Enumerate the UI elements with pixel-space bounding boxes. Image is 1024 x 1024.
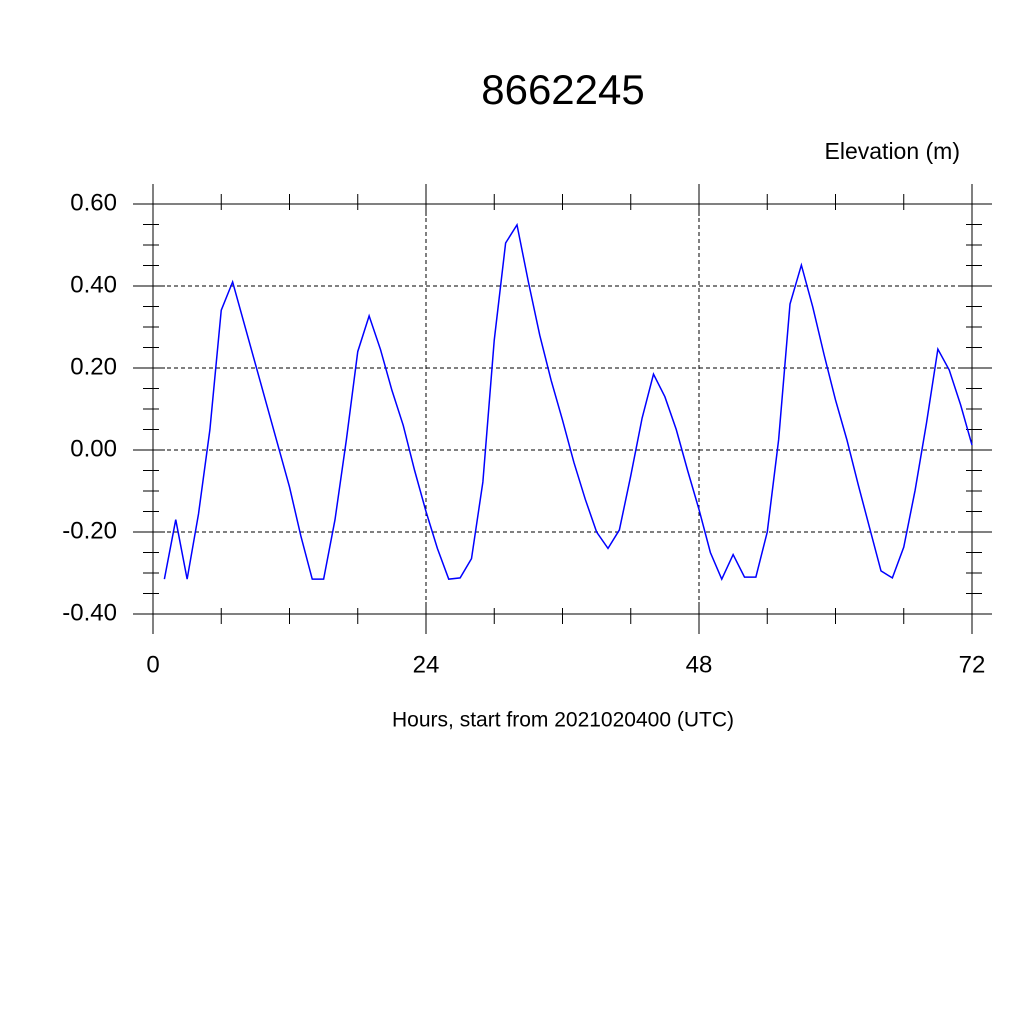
y-tick-label: 0.60 — [70, 189, 117, 216]
x-tick-label: 48 — [686, 651, 713, 678]
y-tick-label: -0.20 — [62, 517, 117, 544]
x-tick-label: 0 — [146, 651, 159, 678]
x-tick-label: 72 — [959, 651, 986, 678]
chart-title: 8662245 — [481, 66, 645, 113]
y-axis-label: Elevation (m) — [825, 138, 960, 164]
y-tick-label: 0.20 — [70, 353, 117, 380]
x-tick-label: 24 — [413, 651, 440, 678]
data-line — [163, 222, 973, 581]
plot-frame — [152, 203, 973, 615]
y-tick-label: 0.40 — [70, 271, 117, 298]
x-axis-label: Hours, start from 2021020400 (UTC) — [392, 709, 734, 732]
y-tick-label: -0.40 — [62, 599, 117, 626]
y-tick-label: 0.00 — [70, 435, 117, 462]
